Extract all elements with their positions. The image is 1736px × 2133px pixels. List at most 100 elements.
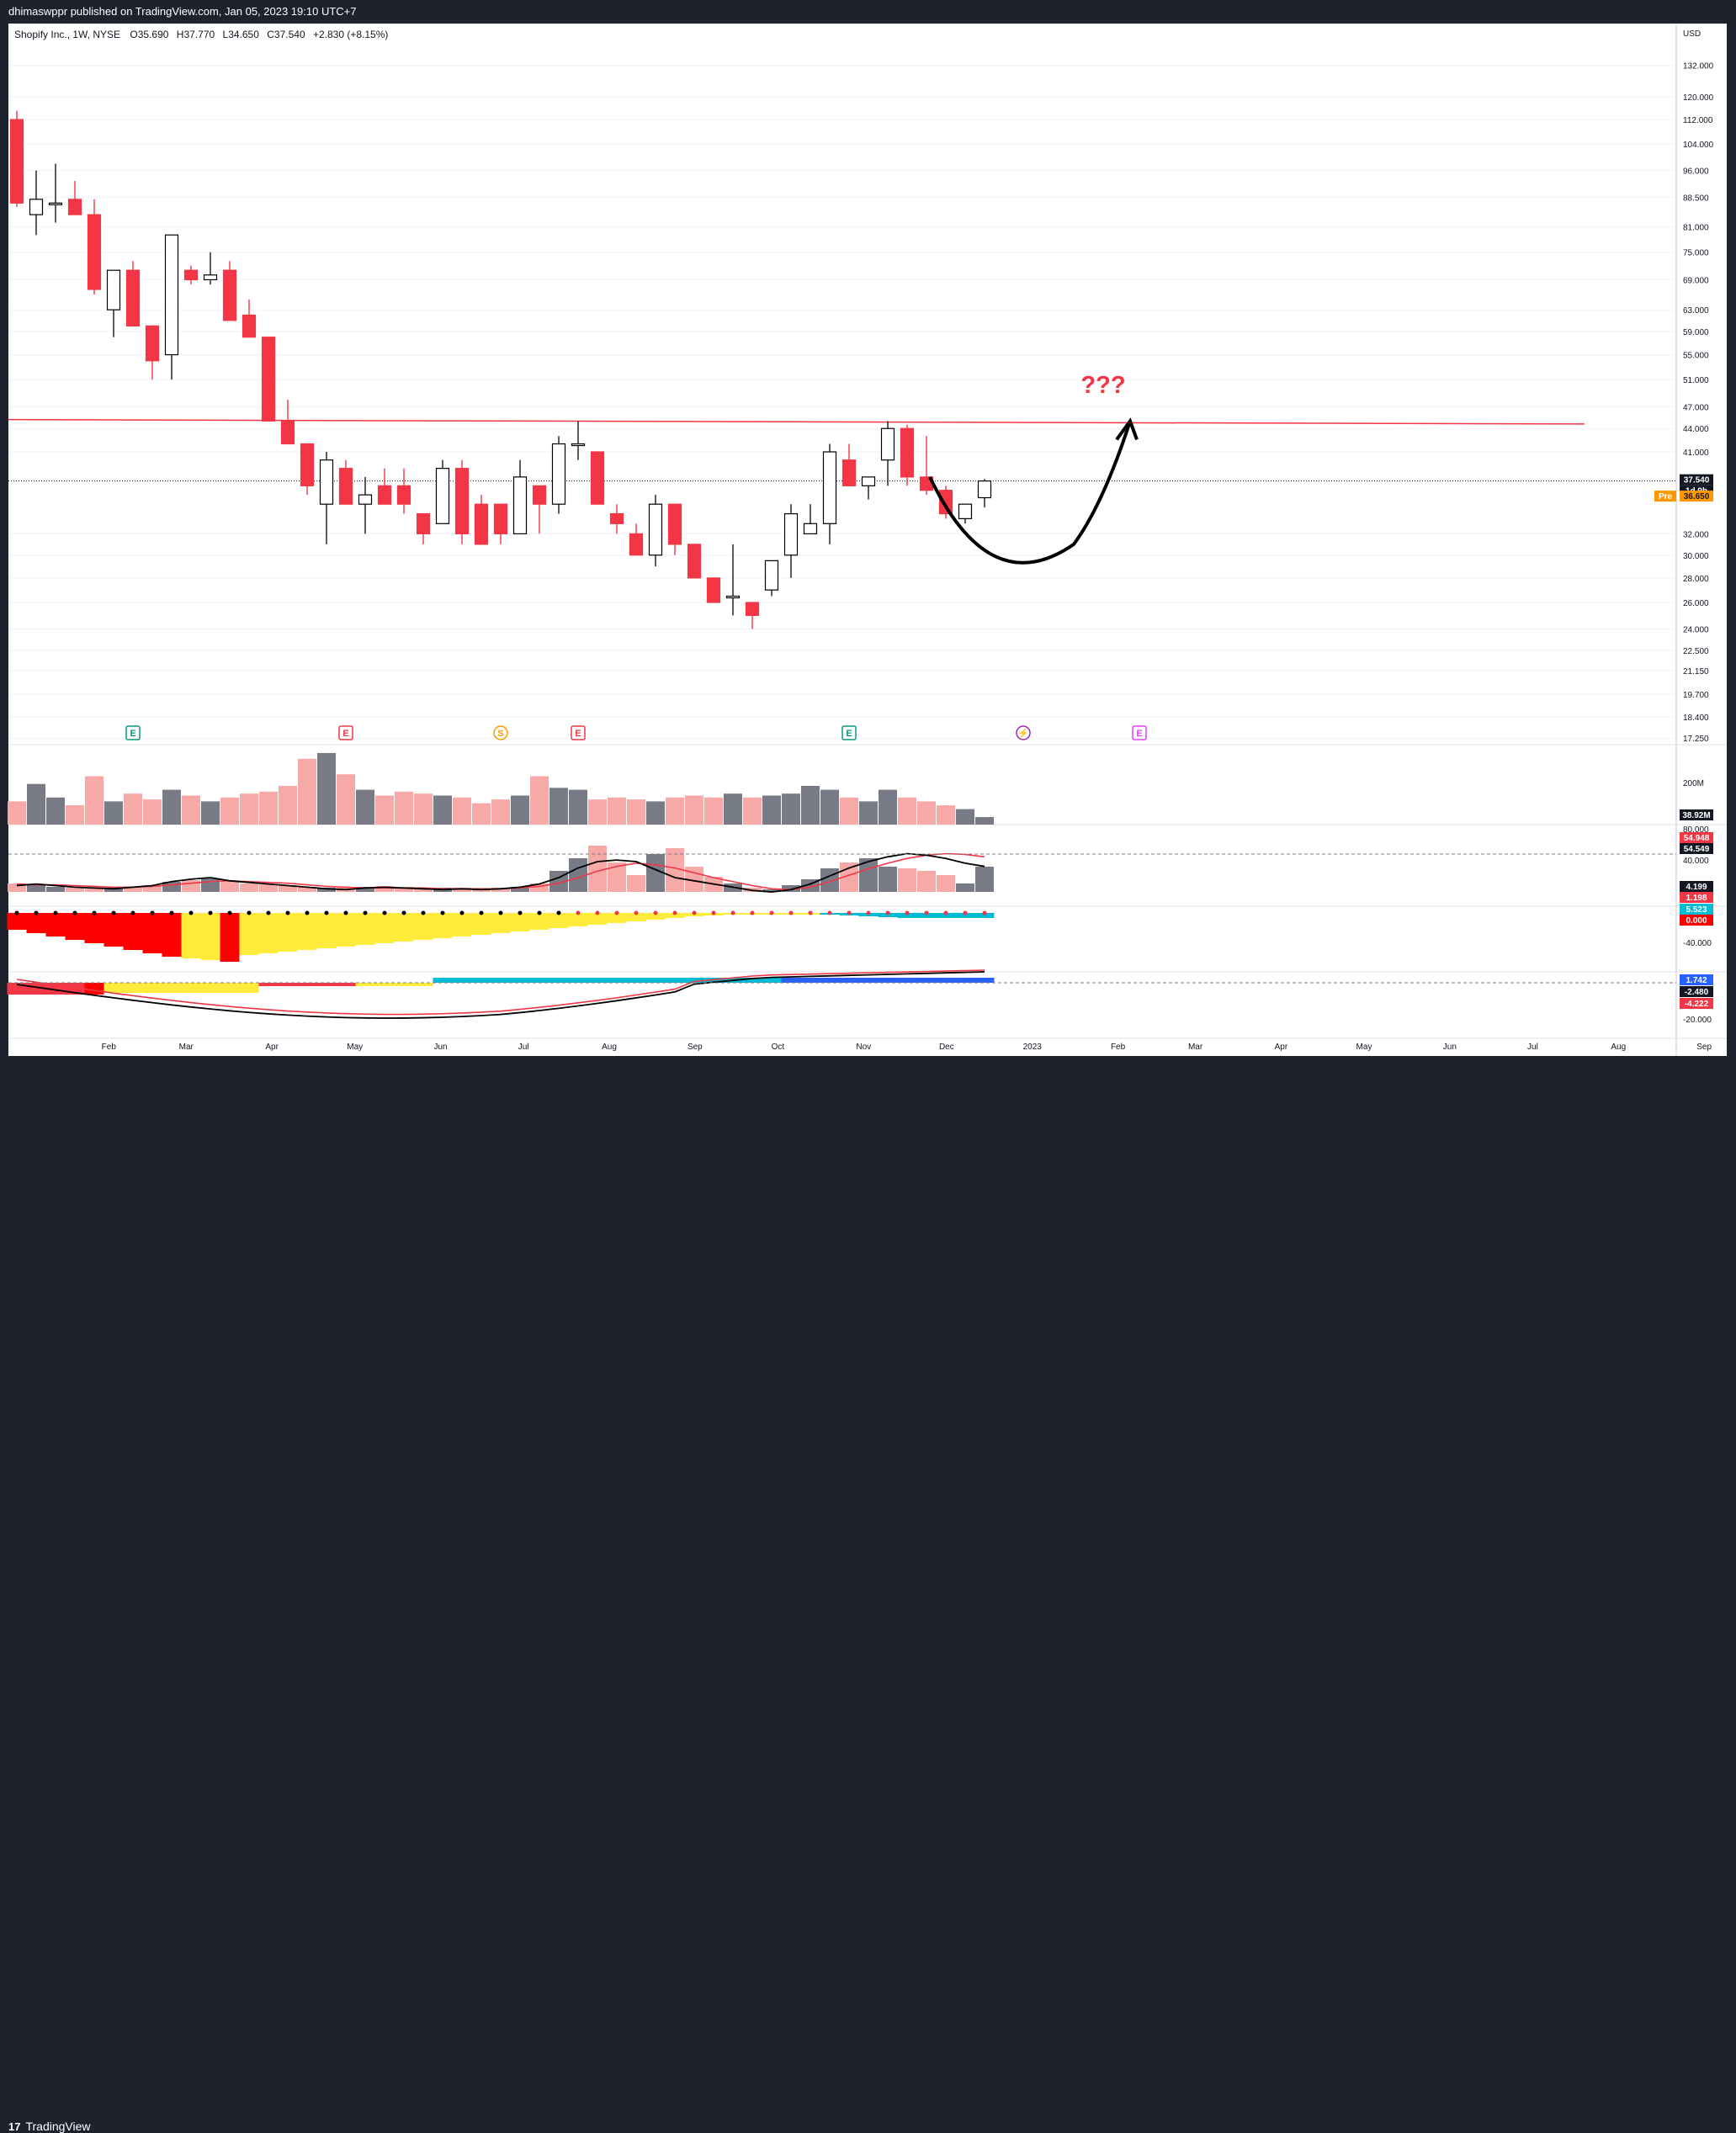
- candle[interactable]: [841, 443, 857, 486]
- event-marker[interactable]: S: [493, 725, 508, 740]
- candle[interactable]: [145, 325, 160, 380]
- candle[interactable]: [861, 476, 876, 500]
- candle[interactable]: [29, 170, 44, 236]
- candle[interactable]: [551, 436, 566, 514]
- candle[interactable]: [822, 443, 837, 544]
- chart-svg[interactable]: ??? Shopify Inc., 1W, NYSE O35.690 H37.7…: [0, 0, 1736, 1086]
- macd-bar: [936, 978, 956, 983]
- volume-bar: [8, 801, 26, 825]
- squeeze-dot: [169, 910, 174, 915]
- candle-body: [958, 503, 973, 519]
- candle[interactable]: [803, 504, 818, 534]
- candles[interactable]: [9, 110, 992, 629]
- squeeze-dot: [72, 910, 77, 915]
- event-marker[interactable]: E: [1132, 725, 1147, 740]
- candle[interactable]: [667, 503, 682, 555]
- time-axis-label: May: [347, 1043, 363, 1052]
- event-marker[interactable]: E: [841, 725, 857, 740]
- candle[interactable]: [454, 459, 470, 544]
- candle[interactable]: [900, 424, 915, 486]
- time-axis[interactable]: Feb Mar Apr May Jun Jul Aug Sep Oct Nov Dec 2023 Feb…: [102, 1043, 1712, 1052]
- event-marker[interactable]: E: [338, 725, 353, 740]
- squeeze-bar: [239, 913, 259, 955]
- candle[interactable]: [512, 459, 528, 534]
- candle[interactable]: [880, 421, 895, 486]
- candle[interactable]: [764, 560, 779, 597]
- candle[interactable]: [242, 299, 257, 338]
- candle[interactable]: [48, 163, 63, 223]
- resistance-line[interactable]: [8, 418, 1585, 425]
- candle-body: [261, 337, 276, 422]
- candle[interactable]: [745, 602, 760, 629]
- candle[interactable]: [222, 261, 237, 321]
- oscillator-bar: [240, 883, 258, 892]
- candle-body: [783, 512, 799, 556]
- candle-body: [416, 512, 431, 534]
- resistance-line-segment[interactable]: [8, 418, 1585, 425]
- candle[interactable]: [687, 544, 702, 579]
- candle[interactable]: [435, 459, 450, 524]
- candle[interactable]: [396, 468, 411, 514]
- candle[interactable]: [977, 479, 992, 508]
- candle[interactable]: [358, 476, 373, 534]
- oscillator-bar: [588, 846, 607, 892]
- macd-bar: [587, 978, 608, 983]
- candle[interactable]: [203, 252, 218, 285]
- squeeze-dot: [692, 910, 697, 915]
- candle[interactable]: [706, 577, 721, 603]
- price-tick-label: 63.000: [1683, 306, 1709, 316]
- oscillator-bar: [685, 867, 703, 892]
- candle[interactable]: [532, 485, 547, 534]
- candle[interactable]: [493, 503, 508, 544]
- squeeze-bar: [452, 913, 472, 937]
- candle[interactable]: [67, 181, 82, 215]
- candle[interactable]: [958, 503, 973, 524]
- candle[interactable]: [629, 523, 644, 556]
- squeeze-dot: [827, 910, 832, 915]
- candle[interactable]: [919, 436, 934, 496]
- oscillator-bar: [762, 889, 781, 892]
- oscillator-bar: [66, 888, 84, 892]
- candle[interactable]: [783, 504, 799, 578]
- candle[interactable]: [474, 495, 489, 545]
- candle[interactable]: [648, 495, 663, 567]
- candle[interactable]: [377, 468, 392, 505]
- volume-bar: [937, 805, 955, 825]
- candle[interactable]: [183, 265, 199, 285]
- candle[interactable]: [164, 234, 179, 380]
- candle-body: [280, 420, 295, 445]
- volume-bar: [782, 793, 800, 825]
- candle[interactable]: [416, 512, 431, 544]
- price-axis[interactable]: 132.000 120.000 112.000 104.000 96.000 88.500…: [1654, 61, 1714, 1025]
- tradingview-logo[interactable]: 17 TradingView: [8, 2120, 91, 2133]
- oscillator-bar: [356, 887, 374, 892]
- candle[interactable]: [938, 485, 953, 519]
- candle-body: [493, 503, 508, 534]
- candle[interactable]: [609, 504, 624, 534]
- candle[interactable]: [125, 261, 141, 326]
- projection-arrow[interactable]: [928, 417, 1139, 565]
- candle[interactable]: [590, 451, 605, 505]
- oscillator-bar: [511, 887, 529, 892]
- event-marker[interactable]: E: [125, 725, 141, 740]
- candle[interactable]: [280, 400, 295, 445]
- candle[interactable]: [725, 544, 741, 616]
- candle[interactable]: [338, 459, 353, 505]
- question-annotation[interactable]: ???: [1080, 372, 1125, 399]
- event-marker[interactable]: ⚡: [1016, 725, 1031, 740]
- chart-legend: Shopify Inc., 1W, NYSE O35.690 H37.770 L…: [14, 29, 388, 40]
- tradingview-logo-icon: 17: [8, 2120, 21, 2133]
- candle[interactable]: [9, 110, 24, 207]
- time-axis-label: Jul: [1527, 1043, 1538, 1052]
- candle[interactable]: [319, 452, 334, 544]
- macd-bar: [878, 978, 898, 983]
- candle[interactable]: [571, 421, 586, 460]
- event-marker[interactable]: E: [571, 725, 586, 740]
- squeeze-dot: [92, 910, 97, 915]
- candle[interactable]: [300, 443, 315, 496]
- candle[interactable]: [87, 199, 102, 294]
- event-markers[interactable]: E E S E E ⚡ E: [125, 725, 1147, 740]
- candle[interactable]: [261, 337, 276, 422]
- oscillator-bar: [317, 888, 336, 892]
- candle[interactable]: [106, 269, 121, 337]
